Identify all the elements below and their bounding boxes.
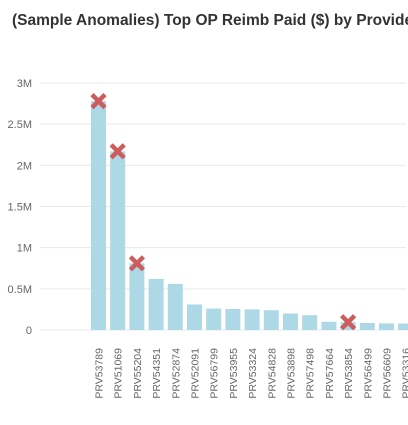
x-tick-label: PRV54828 — [266, 348, 278, 399]
x-tick-label: PRV56499 — [362, 348, 374, 399]
y-tick-label: 3M — [17, 78, 32, 90]
x-tick-label: PRV54351 — [151, 348, 163, 399]
bar — [263, 310, 279, 330]
anomaly-marker — [90, 93, 107, 110]
anomaly-marker — [340, 314, 357, 331]
x-tick-label: PRV56609 — [382, 348, 394, 399]
x-tick-label: PRV53955 — [228, 348, 240, 399]
bar — [359, 323, 375, 330]
bar — [110, 151, 126, 330]
x-tick-label: PRV55204 — [132, 348, 144, 399]
bar — [167, 283, 183, 330]
x-tick-label: PRV53789 — [94, 348, 106, 399]
bar — [225, 309, 241, 330]
y-tick-label: 1.5M — [8, 202, 32, 214]
bar — [244, 309, 260, 330]
bar — [187, 304, 202, 330]
y-tick-label: 0.5M — [8, 284, 32, 296]
bar — [321, 321, 337, 330]
x-tick-label: PRV53854 — [343, 348, 355, 399]
bar — [129, 263, 145, 330]
x-tick-label: PRV56799 — [209, 348, 221, 399]
y-tick-label: 2M — [17, 160, 32, 172]
x-tick-label: PRV52091 — [190, 348, 202, 399]
x-tick-label: PRV52874 — [170, 348, 182, 399]
y-tick-label: 1M — [17, 243, 32, 255]
bar — [340, 322, 356, 330]
bar — [206, 308, 222, 330]
bar — [302, 315, 318, 330]
chart-title: (Sample Anomalies) Top OP Reimb Paid ($)… — [12, 12, 408, 29]
y-tick-label: 0 — [26, 325, 32, 337]
x-tick-label: PRV57664 — [324, 348, 336, 399]
x-tick-label: PRV53324 — [247, 348, 259, 399]
y-tick-label: 2.5M — [8, 119, 32, 131]
x-tick-label: PRV53316 — [401, 348, 408, 399]
anomaly-marker — [109, 143, 126, 160]
anomaly-marker — [128, 255, 145, 272]
x-tick-label: PRV53898 — [286, 348, 298, 399]
bar — [283, 313, 298, 330]
bar — [379, 323, 394, 330]
bar — [398, 323, 408, 330]
x-tick-label: PRV51069 — [113, 348, 125, 399]
bar — [91, 101, 106, 330]
x-tick-label: PRV57498 — [305, 348, 317, 399]
bar — [148, 278, 164, 330]
